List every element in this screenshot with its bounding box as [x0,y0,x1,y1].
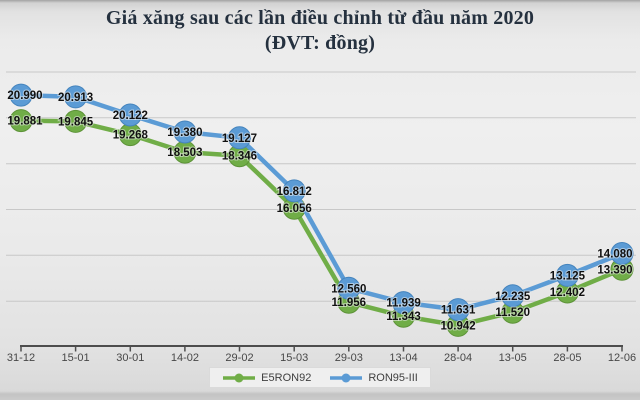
data-point-marker [9,83,33,107]
legend-item-ron95iii: RON95-III [329,372,418,384]
x-axis-label: 31-12 [7,352,35,364]
data-label: 19.881 [7,116,43,128]
data-point-marker [501,284,525,308]
x-axis-label: 15-03 [280,352,308,364]
legend-line-marker-icon [223,373,256,382]
data-label: 16.812 [277,186,312,198]
data-label: 11.343 [386,311,421,323]
x-axis-label: 30-01 [116,352,144,364]
data-label: 20.122 [113,110,148,122]
data-point-marker [337,276,361,300]
data-label: 19.380 [167,127,202,139]
data-label: 11.631 [441,305,476,317]
data-point-marker [610,242,634,265]
data-point-marker [446,298,470,322]
data-label: 12.560 [331,283,366,295]
data-label: 13.390 [597,264,632,276]
data-label: 14.080 [597,249,632,261]
chart-unit-subtitle: (ĐVT: đồng) [264,32,376,54]
data-point-marker [282,179,306,203]
data-point-marker [118,103,142,127]
x-axis-label: 28-05 [553,352,581,364]
data-label: 19.845 [58,116,94,128]
x-axis-label: 14-02 [171,352,199,364]
chart-legend: E5RON92 RON95-III [0,367,640,388]
legend-label: E5RON92 [261,371,312,384]
x-axis-label: 12-06 [608,352,636,364]
x-axis-label: 28-04 [444,352,472,364]
data-point-marker [64,109,88,133]
x-axis-label: 15-01 [62,352,90,364]
data-label: 12.235 [495,291,531,303]
x-axis-label: 13-05 [499,352,527,364]
x-axis-label: 29-02 [225,352,253,364]
data-label: 20.913 [58,92,93,104]
legend-line-marker-icon [330,373,363,382]
data-point-marker [64,85,88,109]
data-label: 20.990 [7,90,42,102]
series-line-ron95iii [18,92,625,312]
series-line-e5ron92 [18,118,625,328]
chart-title: Giá xăng sau các lần điều chỉnh từ đầu n… [105,7,535,29]
data-point-marker [392,291,415,315]
data-label: 18.346 [222,151,257,163]
x-axis-label: 29-03 [335,352,363,364]
x-axis-label: 13-04 [389,352,417,364]
data-label: 11.939 [386,298,421,310]
data-point-marker [228,126,251,150]
data-label: 11.956 [332,297,367,309]
legend-item-e5ron92: E5RON92 [222,372,311,384]
data-label: 12.402 [550,287,585,299]
data-label: 18.503 [167,147,202,159]
chart-title-block: Giá xăng sau các lần điều chỉnh từ đầu n… [0,6,640,56]
data-point-marker [173,120,197,144]
data-label: 16.056 [277,203,312,215]
data-label: 19.127 [222,133,257,145]
data-label: 13.125 [550,270,586,282]
data-label: 11.520 [495,307,530,319]
data-point-marker [9,109,33,133]
legend-label: RON95-III [368,371,418,384]
data-point-marker [555,263,579,287]
legend-box: E5RON92 RON95-III [209,367,431,388]
data-label: 19.268 [113,130,149,142]
data-label: 10.942 [441,320,476,332]
